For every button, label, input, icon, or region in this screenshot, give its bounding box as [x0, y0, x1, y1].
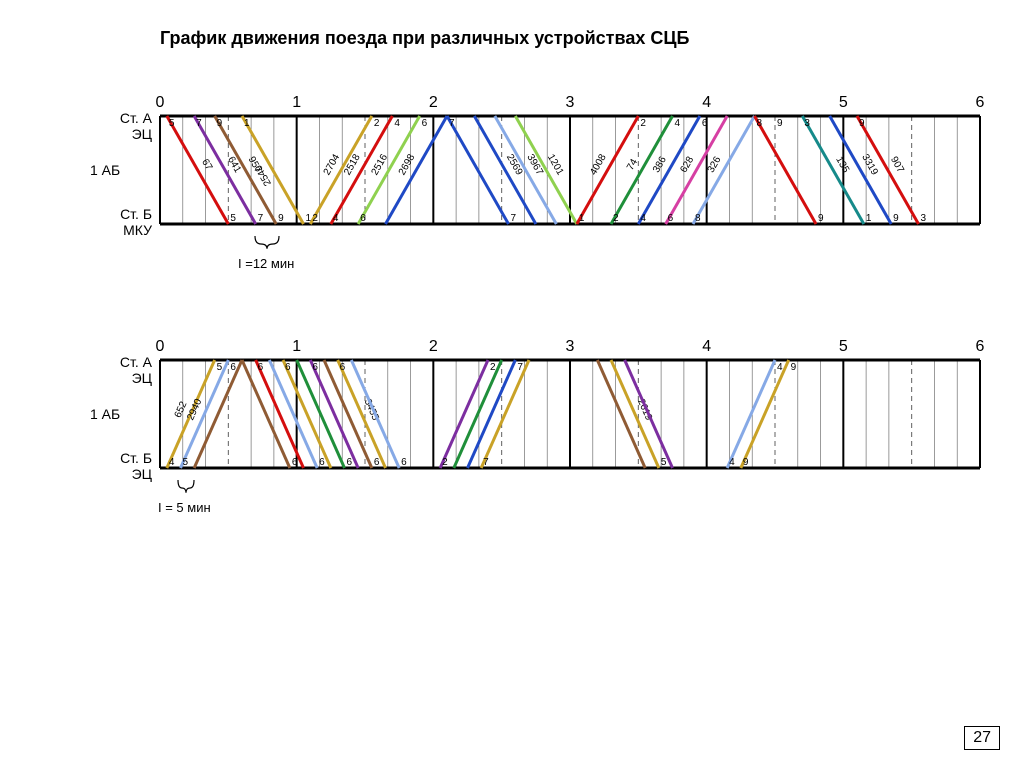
interval-brace	[0, 0, 1024, 768]
interval-note: I = 5 мин	[158, 500, 211, 515]
